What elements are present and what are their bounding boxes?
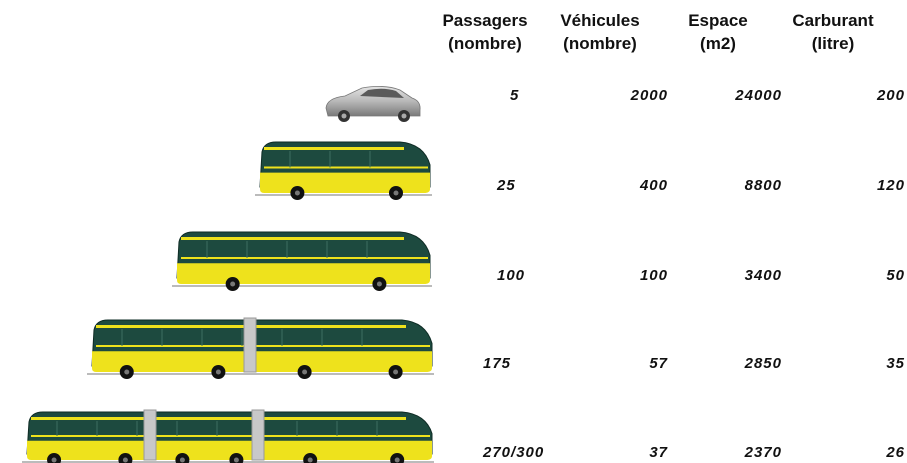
bus-hub bbox=[230, 281, 236, 287]
bus-hub bbox=[393, 190, 399, 196]
cell-value: 37 bbox=[649, 444, 668, 461]
bus-hub bbox=[302, 369, 308, 375]
column-header: Espace bbox=[688, 11, 748, 30]
bus-yellow bbox=[177, 263, 430, 284]
cell-value: 26 bbox=[885, 444, 905, 461]
bus-joint bbox=[243, 317, 257, 373]
cell-value: 24000 bbox=[734, 87, 782, 104]
bus-hub bbox=[179, 457, 185, 463]
cell-value: 57 bbox=[649, 355, 668, 372]
bus-hub bbox=[124, 369, 130, 375]
car bbox=[325, 86, 421, 122]
cell-value: 120 bbox=[877, 177, 905, 194]
bus-hub bbox=[376, 281, 382, 287]
cell-value: 25 bbox=[496, 177, 516, 194]
cell-value: 270/300 bbox=[482, 444, 544, 461]
bus-hub bbox=[294, 190, 300, 196]
cell-value: 8800 bbox=[745, 177, 782, 194]
cell-value: 400 bbox=[639, 177, 668, 194]
cell-value: 2850 bbox=[744, 355, 782, 372]
column-header: Véhicules bbox=[560, 11, 639, 30]
cell-value: 2000 bbox=[630, 87, 668, 104]
column-header: Passagers bbox=[442, 11, 527, 30]
column-header-unit: (m2) bbox=[700, 34, 736, 53]
cell-value: 100 bbox=[497, 267, 525, 284]
bus-hub bbox=[307, 457, 313, 463]
bus-hub bbox=[233, 457, 239, 463]
bus-joint bbox=[251, 409, 265, 461]
bus-stripe bbox=[264, 147, 404, 150]
cell-value: 2370 bbox=[744, 444, 782, 461]
bus-yellow bbox=[27, 440, 432, 460]
cell-value: 35 bbox=[886, 355, 905, 372]
cell-value: 50 bbox=[886, 267, 905, 284]
cell-value: 100 bbox=[640, 267, 668, 284]
buses bbox=[22, 141, 434, 463]
bus-hub bbox=[215, 369, 221, 375]
bus-hub bbox=[394, 457, 400, 463]
column-header-unit: (nombre) bbox=[563, 34, 637, 53]
bus-hub bbox=[393, 369, 399, 375]
bus-yellow bbox=[260, 172, 430, 193]
bus-stripe bbox=[181, 237, 404, 240]
column-header-unit: (nombre) bbox=[448, 34, 522, 53]
column-header: Carburant bbox=[792, 11, 874, 30]
bus-hub bbox=[51, 457, 57, 463]
bus-yellow bbox=[92, 351, 432, 372]
column-header-unit: (litre) bbox=[812, 34, 855, 53]
bus-hub bbox=[122, 457, 128, 463]
cell-value: 175 bbox=[483, 355, 511, 372]
cell-value: 5 bbox=[510, 87, 519, 104]
cell-value: 3400 bbox=[745, 267, 782, 284]
cell-value: 200 bbox=[876, 87, 905, 104]
bus-joint bbox=[143, 409, 157, 461]
bus-stripe bbox=[31, 417, 406, 420]
